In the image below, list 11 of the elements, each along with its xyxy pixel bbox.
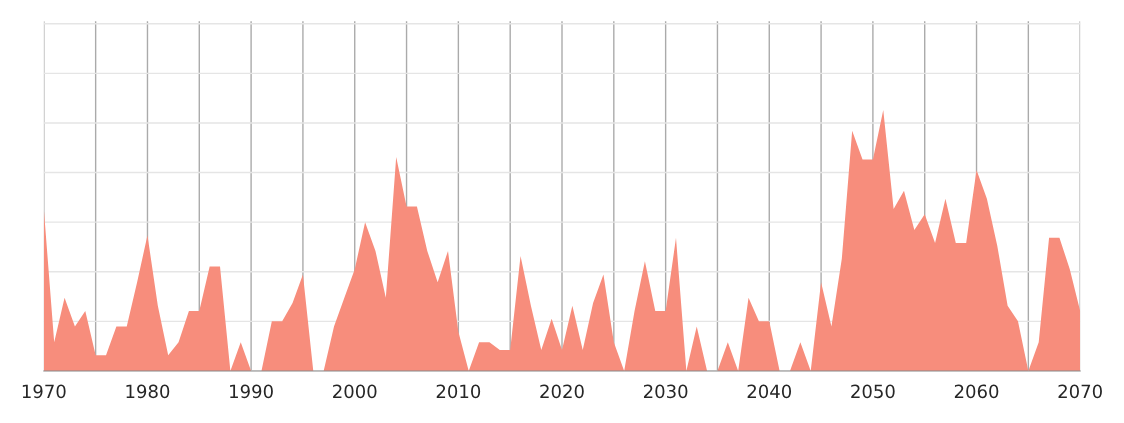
x-tick-label: 2060	[954, 384, 999, 399]
x-tick-label: 2010	[436, 384, 481, 399]
x-tick-label: 2030	[643, 384, 688, 399]
x-tick-label: 1990	[230, 384, 273, 399]
x-tick-label: 1980	[126, 384, 170, 399]
x-tick-label: 2020	[540, 384, 584, 399]
x-tick-label: 2040	[747, 384, 792, 399]
x-tick-label: 2000	[333, 384, 377, 399]
x-tick-label: 2070	[1058, 384, 1102, 399]
x-tick-label: 1970	[22, 384, 66, 399]
x-tick-label: 2050	[851, 384, 895, 399]
